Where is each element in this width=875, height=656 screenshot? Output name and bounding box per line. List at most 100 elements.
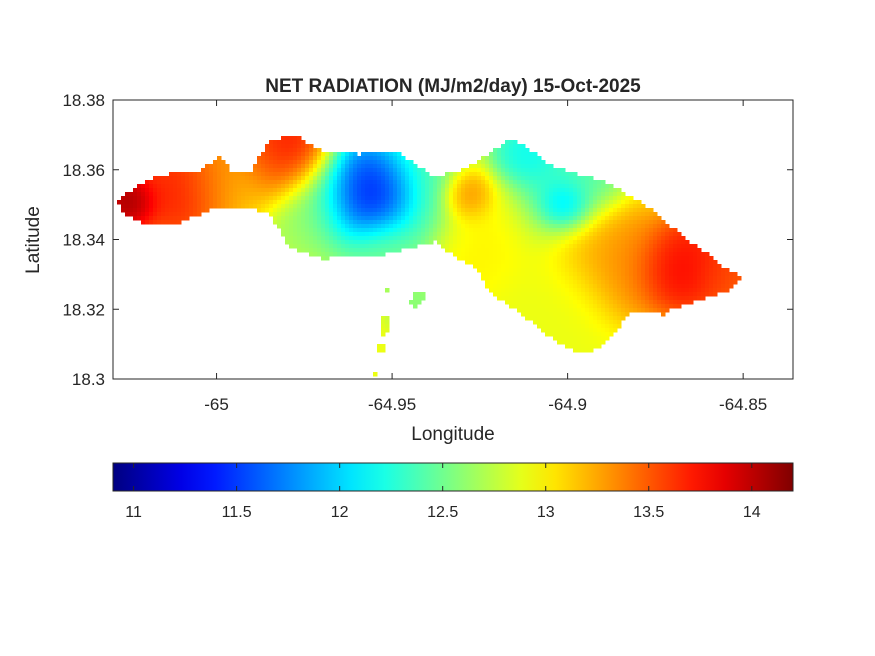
heatmap-cell (649, 252, 654, 257)
heatmap-cell (469, 192, 474, 197)
heatmap-cell (253, 204, 258, 209)
heatmap-cell (489, 188, 494, 193)
heatmap-cell (673, 244, 678, 249)
heatmap-cell (477, 212, 482, 217)
heatmap-cell (517, 240, 522, 245)
heatmap-cell (481, 156, 486, 161)
heatmap-cell (733, 280, 738, 285)
heatmap-cell (149, 220, 154, 225)
heatmap-cell (701, 280, 706, 285)
heatmap-cell (401, 208, 406, 213)
heatmap-cell (369, 172, 374, 177)
heatmap-cell (481, 164, 486, 169)
heatmap-cell (605, 232, 610, 237)
heatmap-cell (429, 196, 434, 201)
heatmap-cell (605, 260, 610, 265)
heatmap-cell (445, 200, 450, 205)
heatmap-cell (157, 188, 162, 193)
heatmap-cell (645, 216, 650, 221)
heatmap-cell (397, 220, 402, 225)
heatmap-cell (429, 200, 434, 205)
heatmap-cell (217, 200, 222, 205)
heatmap-cell (669, 288, 674, 293)
heatmap-cell (577, 256, 582, 261)
heatmap-cell (589, 184, 594, 189)
x-tick-label: -64.85 (719, 395, 767, 414)
heatmap-cell (453, 176, 458, 181)
heatmap-cell (561, 188, 566, 193)
heatmap-cell (601, 224, 606, 229)
heatmap-cell (569, 232, 574, 237)
heatmap-cell (505, 164, 510, 169)
heatmap-cell (589, 276, 594, 281)
heatmap-cell (561, 272, 566, 277)
heatmap-cell (645, 260, 650, 265)
heatmap-cell (577, 292, 582, 297)
heatmap-cell (581, 268, 586, 273)
heatmap-cell (277, 140, 282, 145)
heatmap-cell (649, 256, 654, 261)
heatmap-cell (657, 240, 662, 245)
heatmap-cell (505, 184, 510, 189)
heatmap-cell (205, 200, 210, 205)
heatmap-cell (709, 256, 714, 261)
heatmap-cell (549, 312, 554, 317)
heatmap-cell (645, 232, 650, 237)
heatmap-cell (301, 200, 306, 205)
heatmap-cell (533, 236, 538, 241)
heatmap-cell (589, 304, 594, 309)
heatmap-cell (589, 228, 594, 233)
heatmap-cell (373, 220, 378, 225)
heatmap-cell (273, 168, 278, 173)
heatmap-cell (441, 212, 446, 217)
heatmap-cell (381, 244, 386, 249)
heatmap-cell (353, 156, 358, 161)
heatmap-cell (349, 180, 354, 185)
heatmap-cell (497, 296, 502, 301)
heatmap-cell (489, 216, 494, 221)
heatmap-cell (313, 208, 318, 213)
heatmap-cell (497, 260, 502, 265)
heatmap-cell (517, 268, 522, 273)
heatmap-cell (441, 208, 446, 213)
heatmap-cell (421, 208, 426, 213)
heatmap-cell (405, 188, 410, 193)
heatmap-cell (577, 196, 582, 201)
heatmap-cell (537, 304, 542, 309)
heatmap-cell (549, 184, 554, 189)
heatmap-cell (329, 152, 334, 157)
heatmap-cell (461, 252, 466, 257)
heatmap-cell (677, 284, 682, 289)
heatmap-cell (537, 312, 542, 317)
heatmap-cell (625, 228, 630, 233)
heatmap-cell (457, 232, 462, 237)
heatmap-cell (497, 164, 502, 169)
heatmap-cell (497, 156, 502, 161)
heatmap-cell (337, 160, 342, 165)
heatmap-cell (325, 196, 330, 201)
heatmap-cell (729, 272, 734, 277)
heatmap-cell (173, 216, 178, 221)
heatmap-cell (557, 240, 562, 245)
heatmap-cell (301, 228, 306, 233)
heatmap-cell (253, 168, 258, 173)
heatmap-cell (257, 196, 262, 201)
heatmap-cell (385, 224, 390, 229)
heatmap-cell (337, 224, 342, 229)
heatmap-cell (453, 192, 458, 197)
heatmap-cell (557, 316, 562, 321)
heatmap-cell (537, 196, 542, 201)
heatmap-cell (621, 244, 626, 249)
heatmap-cell (629, 232, 634, 237)
heatmap-cell (629, 220, 634, 225)
heatmap-cell (181, 188, 186, 193)
heatmap-cell (197, 180, 202, 185)
heatmap-cell (577, 288, 582, 293)
heatmap-cell (521, 248, 526, 253)
heatmap-cell (157, 184, 162, 189)
heatmap-cell (141, 216, 146, 221)
heatmap-cell (677, 236, 682, 241)
heatmap-cell (513, 196, 518, 201)
heatmap-cell (621, 276, 626, 281)
heatmap-cell (493, 212, 498, 217)
